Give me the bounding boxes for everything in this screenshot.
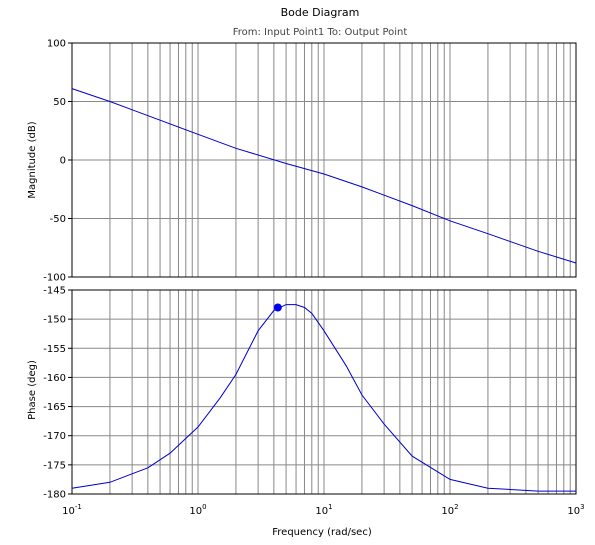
phase-ytick-label: -165 — [43, 402, 66, 413]
magnitude-series-line — [71, 88, 577, 264]
magnitude-ytick-label: 100 — [47, 39, 66, 50]
phase-ytick-label: -145 — [43, 286, 66, 297]
phase-series-line — [71, 304, 576, 492]
magnitude-plot: 100 50 0 -50 -100 — [43, 39, 577, 284]
phase-ytick-label: -155 — [43, 344, 66, 355]
magnitude-axis-label: Magnitude (dB) — [27, 121, 38, 198]
phase-ytick-label: -180 — [43, 490, 66, 501]
phase-marker-point[interactable] — [273, 303, 282, 312]
chart-title: Bode Diagram — [281, 6, 360, 19]
phase-ytick-label: -160 — [43, 373, 66, 384]
phase-axis-label: Phase (deg) — [27, 360, 38, 420]
frequency-axis-label: Frequency (rad/sec) — [272, 527, 372, 538]
frequency-tick-label: 103 — [567, 503, 584, 517]
phase-axes-frame — [71, 289, 577, 495]
phase-ytick-label: -170 — [43, 431, 66, 442]
magnitude-ytick-label: 0 — [60, 156, 66, 167]
phase-ytick-label: -150 — [43, 315, 66, 326]
chart-subtitle: From: Input Point1 To: Output Point — [233, 27, 408, 38]
magnitude-ytick-label: 50 — [53, 97, 66, 108]
magnitude-ytick-label: -50 — [50, 214, 66, 225]
frequency-tick-label: 10-1 — [62, 503, 82, 517]
frequency-tick-label: 102 — [441, 503, 458, 517]
frequency-tick-label: 101 — [315, 503, 332, 517]
phase-plot: -145 -150 -155 -160 -165 -170 -175 -180 10-1 100 1… — [43, 286, 584, 518]
frequency-tick-label: 100 — [189, 503, 206, 517]
magnitude-ytick-label: -100 — [43, 273, 66, 284]
phase-ytick-label: -175 — [43, 460, 66, 471]
magnitude-axes-frame — [71, 42, 577, 278]
